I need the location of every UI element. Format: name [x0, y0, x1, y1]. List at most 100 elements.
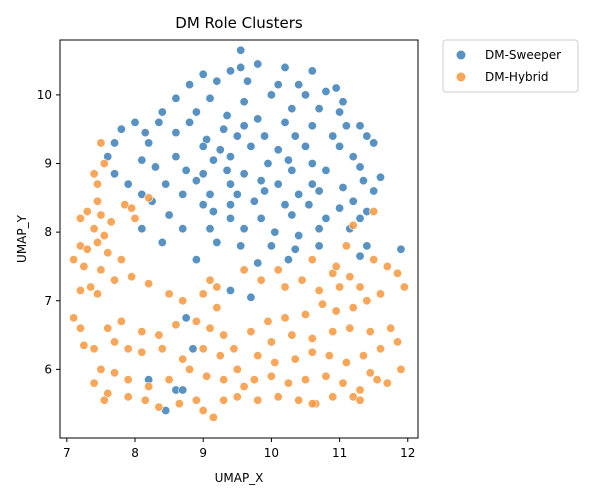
- point-dm-sweeper-33: [307, 121, 317, 131]
- point-dm-sweeper-94: [249, 196, 259, 206]
- point-dm-sweeper-118: [290, 244, 300, 254]
- point-dm-sweeper-74: [161, 179, 171, 189]
- point-dm-sweeper-21: [191, 107, 201, 117]
- point-dm-hybrid-16: [116, 255, 126, 265]
- point-dm-hybrid-41: [89, 344, 99, 354]
- point-dm-sweeper-3: [198, 69, 208, 79]
- point-dm-sweeper-50: [273, 145, 283, 155]
- point-dm-sweeper-40: [232, 131, 242, 141]
- legend: DM-Sweeper DM-Hybrid: [442, 39, 579, 93]
- point-dm-hybrid-42: [110, 337, 120, 347]
- point-dm-hybrid-115: [338, 378, 348, 388]
- point-dm-hybrid-87: [331, 306, 341, 316]
- point-dm-sweeper-85: [232, 189, 242, 199]
- point-dm-hybrid-62: [99, 395, 109, 405]
- point-dm-sweeper-86: [260, 186, 270, 196]
- point-dm-hybrid-137: [127, 203, 137, 213]
- point-dm-hybrid-83: [399, 282, 409, 292]
- point-dm-hybrid-10: [89, 224, 99, 234]
- point-dm-hybrid-127: [307, 399, 317, 409]
- point-dm-hybrid-43: [123, 344, 133, 354]
- point-dm-hybrid-25: [144, 279, 154, 289]
- point-dm-sweeper-24: [287, 104, 297, 114]
- point-dm-sweeper-51: [300, 141, 310, 151]
- point-dm-hybrid-77: [335, 282, 345, 292]
- point-dm-hybrid-17: [69, 255, 79, 265]
- point-dm-sweeper-13: [171, 93, 181, 103]
- point-dm-hybrid-94: [287, 330, 297, 340]
- point-dm-sweeper-83: [178, 189, 188, 199]
- point-dm-sweeper-89: [348, 196, 358, 206]
- point-dm-sweeper-17: [300, 90, 310, 100]
- point-dm-sweeper-18: [321, 86, 331, 96]
- point-dm-hybrid-29: [212, 282, 222, 292]
- point-dm-hybrid-53: [144, 382, 154, 392]
- point-dm-hybrid-126: [355, 395, 365, 405]
- point-dm-sweeper-10: [273, 80, 283, 90]
- point-dm-hybrid-39: [219, 330, 229, 340]
- point-dm-hybrid-48: [215, 351, 225, 361]
- point-dm-sweeper-57: [208, 155, 218, 165]
- point-dm-sweeper-79: [307, 179, 317, 189]
- point-dm-hybrid-109: [396, 364, 406, 374]
- point-dm-hybrid-8: [106, 217, 116, 227]
- point-dm-sweeper-115: [212, 237, 222, 247]
- point-dm-hybrid-69: [208, 412, 218, 422]
- point-dm-hybrid-37: [191, 316, 201, 326]
- point-dm-sweeper-105: [355, 213, 365, 223]
- point-dm-hybrid-22: [93, 289, 103, 299]
- point-dm-sweeper-0: [236, 45, 246, 55]
- point-dm-sweeper-70: [321, 165, 331, 175]
- point-dm-sweeper-129: [188, 344, 198, 354]
- point-dm-sweeper-100: [208, 207, 218, 217]
- point-dm-sweeper-123: [253, 258, 263, 268]
- point-dm-hybrid-59: [239, 382, 249, 392]
- point-dm-hybrid-120: [253, 395, 263, 405]
- point-dm-sweeper-7: [185, 80, 195, 90]
- point-dm-hybrid-138: [205, 275, 215, 285]
- point-dm-sweeper-35: [355, 121, 365, 131]
- point-dm-hybrid-30: [69, 313, 79, 323]
- x-tick-label-8: 8: [131, 446, 139, 460]
- point-dm-hybrid-103: [307, 347, 317, 357]
- point-dm-hybrid-70: [239, 265, 249, 275]
- point-dm-hybrid-57: [219, 375, 229, 385]
- point-dm-sweeper-104: [321, 213, 331, 223]
- point-dm-hybrid-108: [393, 337, 403, 347]
- point-dm-hybrid-68: [198, 406, 208, 416]
- point-dm-hybrid-139: [212, 303, 222, 313]
- point-dm-sweeper-88: [314, 186, 324, 196]
- point-dm-hybrid-14: [82, 244, 92, 254]
- point-dm-hybrid-80: [369, 255, 379, 265]
- legend-marker-dm-hybrid: [456, 72, 466, 82]
- point-dm-hybrid-50: [96, 364, 106, 374]
- point-dm-sweeper-42: [290, 131, 300, 141]
- point-dm-hybrid-106: [358, 351, 368, 361]
- point-dm-hybrid-93: [266, 337, 276, 347]
- point-dm-sweeper-59: [263, 159, 273, 169]
- point-dm-hybrid-40: [79, 340, 89, 350]
- point-dm-hybrid-60: [89, 378, 99, 388]
- point-dm-sweeper-43: [328, 131, 338, 141]
- point-dm-sweeper-14: [205, 93, 215, 103]
- point-dm-sweeper-11: [294, 80, 304, 90]
- point-dm-sweeper-6: [307, 66, 317, 76]
- x-tick-label-10: 10: [264, 446, 279, 460]
- point-dm-sweeper-99: [164, 210, 174, 220]
- point-dm-sweeper-64: [150, 162, 160, 172]
- y-tick-label-9: 9: [44, 157, 52, 171]
- point-dm-sweeper-76: [225, 179, 235, 189]
- y-tick-label-7: 7: [44, 294, 52, 308]
- point-dm-sweeper-36: [116, 124, 126, 134]
- point-dm-sweeper-133: [178, 385, 188, 395]
- point-dm-hybrid-129: [219, 395, 229, 405]
- point-dm-hybrid-92: [246, 327, 256, 337]
- point-dm-hybrid-112: [283, 378, 293, 388]
- point-dm-hybrid-72: [273, 265, 283, 275]
- point-dm-sweeper-101: [225, 213, 235, 223]
- point-dm-sweeper-84: [205, 189, 215, 199]
- point-dm-hybrid-1: [99, 159, 109, 169]
- point-dm-sweeper-53: [369, 138, 379, 148]
- point-dm-sweeper-34: [341, 121, 351, 131]
